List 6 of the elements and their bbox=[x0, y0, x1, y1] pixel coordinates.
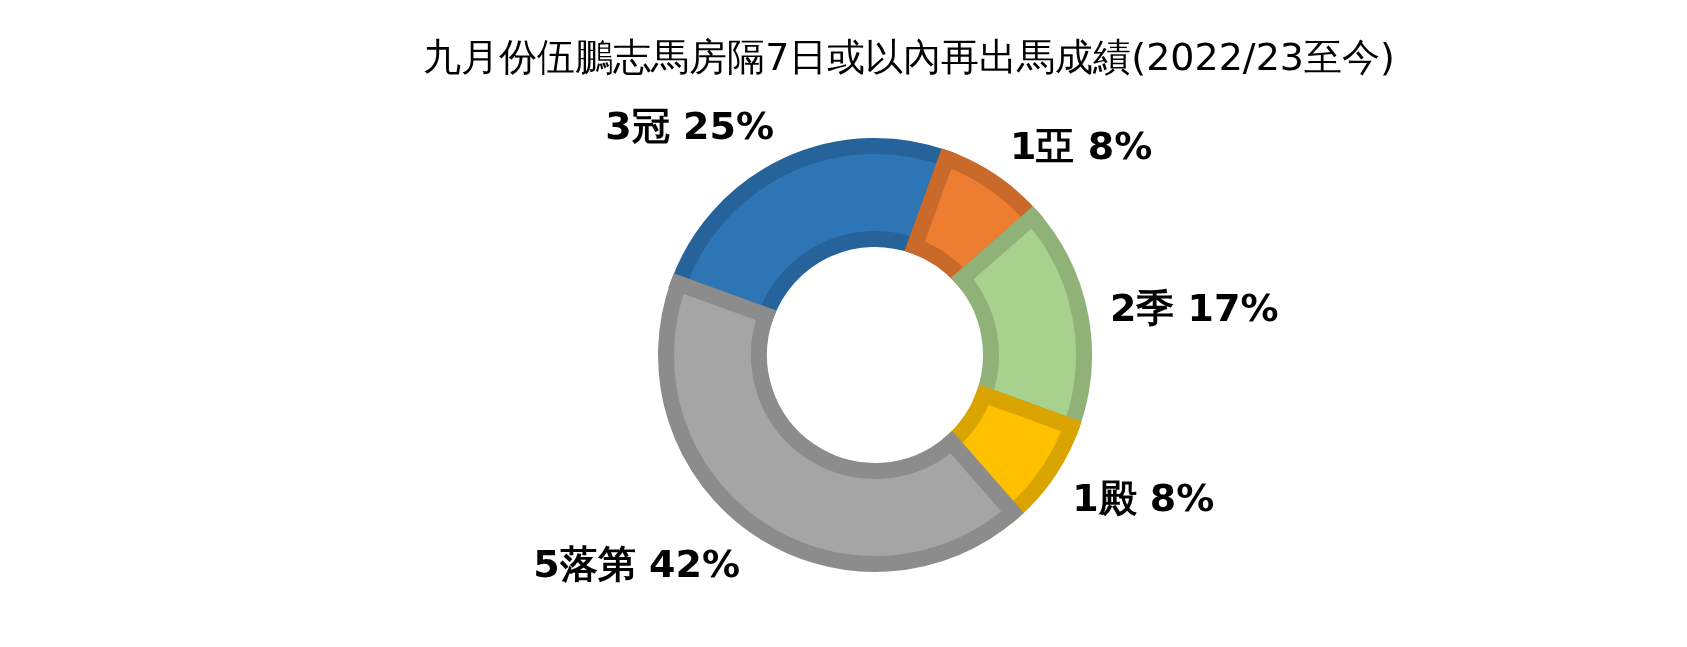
chart-title: 九月份伍鵬志馬房隔7日或以內再出馬成績(2022/23至今) bbox=[423, 35, 1395, 79]
slice-label: 3冠 25% bbox=[605, 103, 774, 148]
slice-label: 2季 17% bbox=[1109, 286, 1279, 331]
slice-label: 1殿 8% bbox=[1072, 475, 1215, 520]
slice-label: 5落第 42% bbox=[533, 541, 740, 586]
slice-label: 1亞 8% bbox=[1010, 124, 1153, 169]
